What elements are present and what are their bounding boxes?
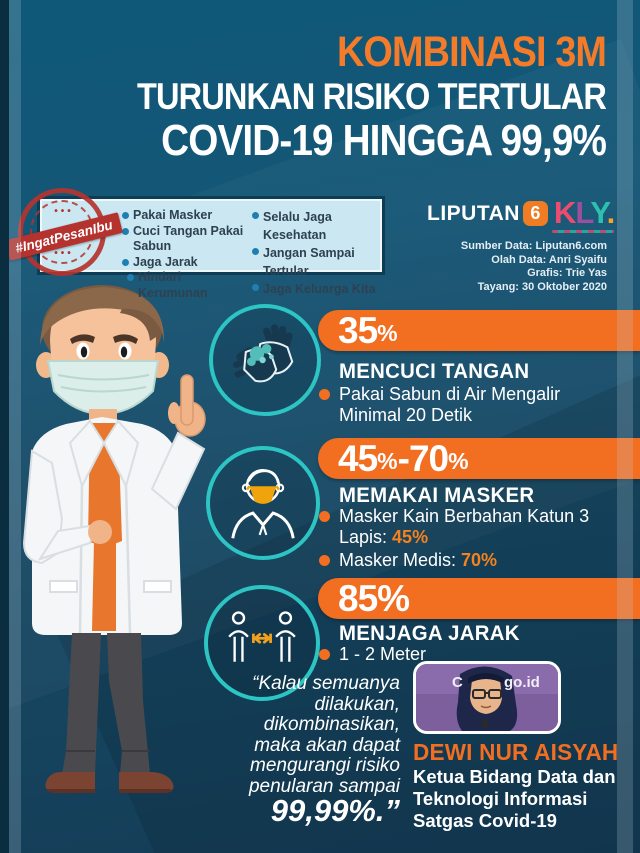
stat-bullet: Masker Medis: 70% <box>319 550 609 571</box>
bullet-dot-icon <box>252 212 259 219</box>
stat-title: MENJAGA JARAK <box>339 622 520 645</box>
title-line-1: KOMBINASI 3M <box>336 28 607 76</box>
bullet-dot-icon <box>252 284 259 291</box>
checklist-column-2: Selalu Jaga Kesehatan Jangan Sampai Tert… <box>252 208 384 298</box>
credit-line: Olah Data: Anri Syaifu <box>491 253 607 266</box>
quote-percentage: 99,99%.” <box>270 793 400 828</box>
kly-logo: KLY. <box>553 195 615 230</box>
profile-photo: C go.id <box>413 661 561 734</box>
handwash-icon <box>233 324 294 383</box>
stat-banner: 35% <box>318 310 640 351</box>
credit-line: Grafis: Trie Yas <box>527 267 607 279</box>
quote-line: “Kalau semuanya <box>252 673 400 694</box>
credit-line: Tayang: 30 Oktober 2020 <box>477 280 607 293</box>
list-item: Jaga Jarak <box>122 255 250 271</box>
stat-memakai-masker: 45% - 70% MEMAKAI MASKER Masker Kain Ber… <box>0 432 640 572</box>
list-item: Cuci Tangan Pakai Sabun <box>122 224 250 255</box>
bullet-dot-icon <box>252 248 259 255</box>
bullet-dot-icon <box>319 389 330 400</box>
stamp-dots: ••• <box>54 206 74 217</box>
page-title: KOMBINASI 3M TURUNKAN RISIKO TERTULAR CO… <box>73 28 607 166</box>
quote-line: mengurangi risiko <box>250 755 400 776</box>
profile-name: DEWI NUR AISYAH <box>413 739 619 765</box>
stat-bullet: Pakai Sabun di Air Mengalir Minimal 20 D… <box>319 384 609 426</box>
bullet-dot-icon <box>122 212 129 219</box>
list-item: Jangan Sampai Tertular <box>252 244 384 280</box>
bullet-dot-icon <box>319 555 330 566</box>
stamp-dots: ••• <box>54 248 74 259</box>
stat-bullet: 1 - 2 Meter <box>319 644 609 665</box>
stat-mencuci-tangan: 35% MENCUCI TANGAN Pakai Sabun di Air Me… <box>0 300 640 430</box>
list-item: Jaga Keluarga Kita <box>252 280 384 298</box>
stat-bullet: Masker Kain Berbahan Katun 3 Lapis: 45% <box>319 506 609 548</box>
mask-person-icon <box>231 468 295 539</box>
credits-block: Sumber Data: Liputan6.com Olah Data: Anr… <box>461 240 607 294</box>
list-item: Selalu Jaga Kesehatan <box>252 208 384 244</box>
quote-line: dilakukan, <box>314 693 400 715</box>
stat-banner: 85% <box>318 578 640 619</box>
liputan6-badge-icon: 6 <box>522 201 548 226</box>
stat-icon-ring <box>204 585 320 701</box>
stat-title: MEMAKAI MASKER <box>339 484 535 507</box>
bullet-dot-icon <box>122 258 129 266</box>
bullet-dot-icon <box>127 274 134 281</box>
doctor-illustration <box>22 285 206 793</box>
bullet-dot-icon <box>122 227 129 235</box>
ingat-pesan-ibu-stamp: ••• ••• #IngatPesanIbu <box>5 186 123 290</box>
list-item: Hindari Kerumunan <box>127 270 250 301</box>
checklist-column-1: Pakai Masker Cuci Tangan Pakai Sabun Jag… <box>122 208 250 301</box>
bullet-dot-icon <box>319 511 330 522</box>
quote-line: maka akan dapat <box>254 734 400 756</box>
list-item: Pakai Masker <box>122 208 250 224</box>
title-line-3: COVID-19 HINGGA 99,9% <box>161 116 607 166</box>
checklist-box: Pakai Masker Cuci Tangan Pakai Sabun Jag… <box>37 196 385 300</box>
brand-logos: LIPUTAN 6 KLY. <box>427 195 615 233</box>
stat-icon-ring <box>206 446 320 560</box>
bullet-dot-icon <box>319 649 330 660</box>
physical-distance-icon <box>228 611 296 662</box>
stat-menjaga-jarak: 85% MENJAGA JARAK 1 - 2 Meter <box>0 570 640 701</box>
quote-block: “Kalau semuanya dilakukan, dikombinasika… <box>168 673 400 828</box>
stat-banner: 45% - 70% <box>318 438 640 479</box>
quote-line: dikombinasikan, <box>263 714 400 735</box>
credit-line: Sumber Data: Liputan6.com <box>460 240 607 252</box>
liputan6-logo: LIPUTAN <box>427 202 520 225</box>
quote-line: penularan sampai <box>248 775 400 797</box>
profile-photo-image <box>416 664 558 731</box>
title-line-2: TURUNKAN RISIKO TERTULAR <box>136 75 607 117</box>
profile-role: Ketua Bidang Data dan Teknologi Informas… <box>413 766 616 831</box>
stat-title: MENCUCI TANGAN <box>339 360 530 383</box>
right-light-band <box>617 0 633 853</box>
stat-icon-ring <box>209 304 321 416</box>
kly-tagline-bar <box>552 230 614 233</box>
left-light-band <box>9 0 21 853</box>
left-edge-strip <box>0 0 9 853</box>
